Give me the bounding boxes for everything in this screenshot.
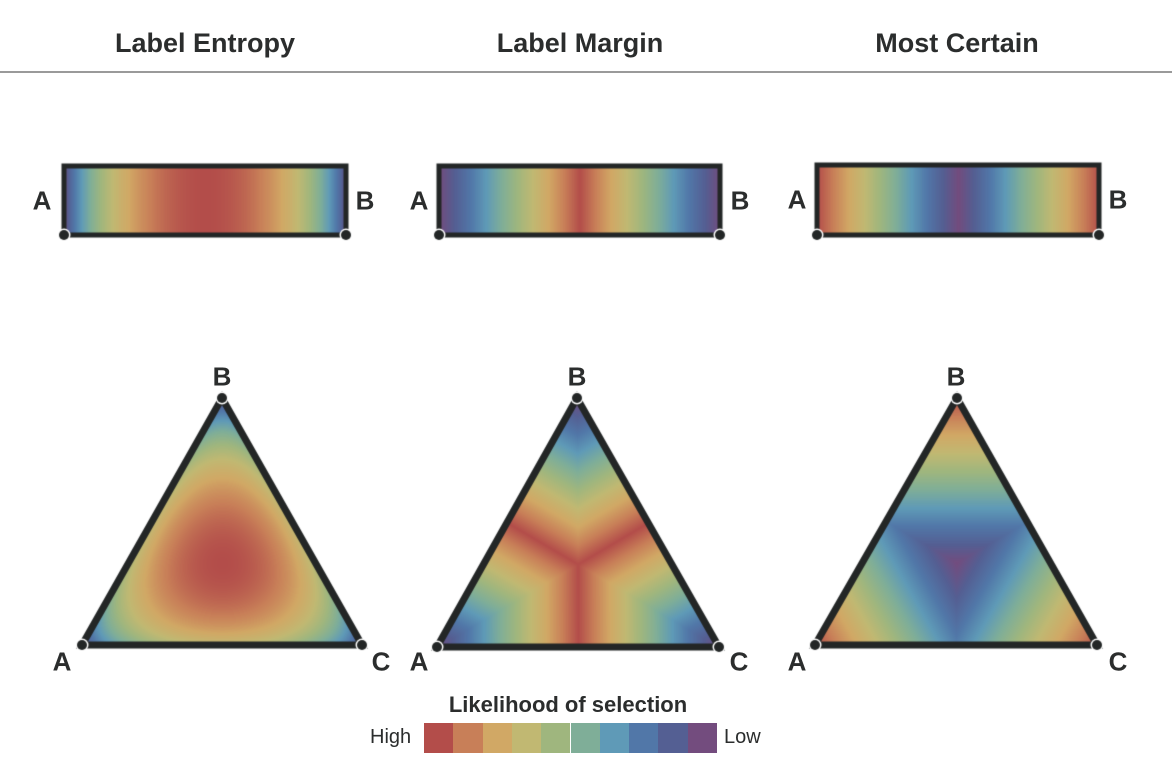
legend-swatch	[629, 723, 659, 753]
tri1-label-b: B	[212, 361, 232, 392]
tri3-label-b: B	[946, 361, 966, 392]
legend-title: Likelihood of selection	[448, 692, 688, 717]
bar2-label-b: B	[730, 185, 750, 216]
tri1-label-c: C	[371, 646, 391, 677]
legend-swatch	[453, 723, 483, 753]
legend-low-label: Low	[724, 726, 761, 748]
header-divider	[0, 71, 1172, 73]
legend-swatch	[511, 723, 542, 753]
legend-high-label: High	[370, 726, 412, 748]
legend-swatch	[570, 723, 600, 753]
tri3-label-c: C	[1108, 646, 1128, 677]
legend-swatch	[424, 723, 454, 753]
tri2-label-c: C	[729, 646, 749, 677]
bar3-label-b: B	[1108, 184, 1128, 215]
legend-swatch	[599, 723, 630, 753]
bar1-label-a: A	[32, 185, 52, 216]
bar1-label-b: B	[355, 185, 375, 216]
title-label-entropy: Label Entropy	[114, 28, 296, 58]
tri3-label-a: A	[787, 646, 807, 677]
legend-swatch	[658, 723, 688, 753]
bar2-label-a: A	[409, 185, 429, 216]
tri2-label-a: A	[409, 646, 429, 677]
simplex-heatmaps	[0, 100, 1172, 778]
bar3-label-a: A	[787, 184, 807, 215]
tri1-label-a: A	[52, 646, 72, 677]
legend-swatch	[482, 723, 512, 753]
tri2-label-b: B	[567, 361, 587, 392]
title-most-certain: Most Certain	[875, 28, 1039, 58]
legend-swatch	[541, 723, 571, 753]
legend-swatch	[687, 723, 717, 753]
title-label-margin: Label Margin	[496, 28, 664, 58]
